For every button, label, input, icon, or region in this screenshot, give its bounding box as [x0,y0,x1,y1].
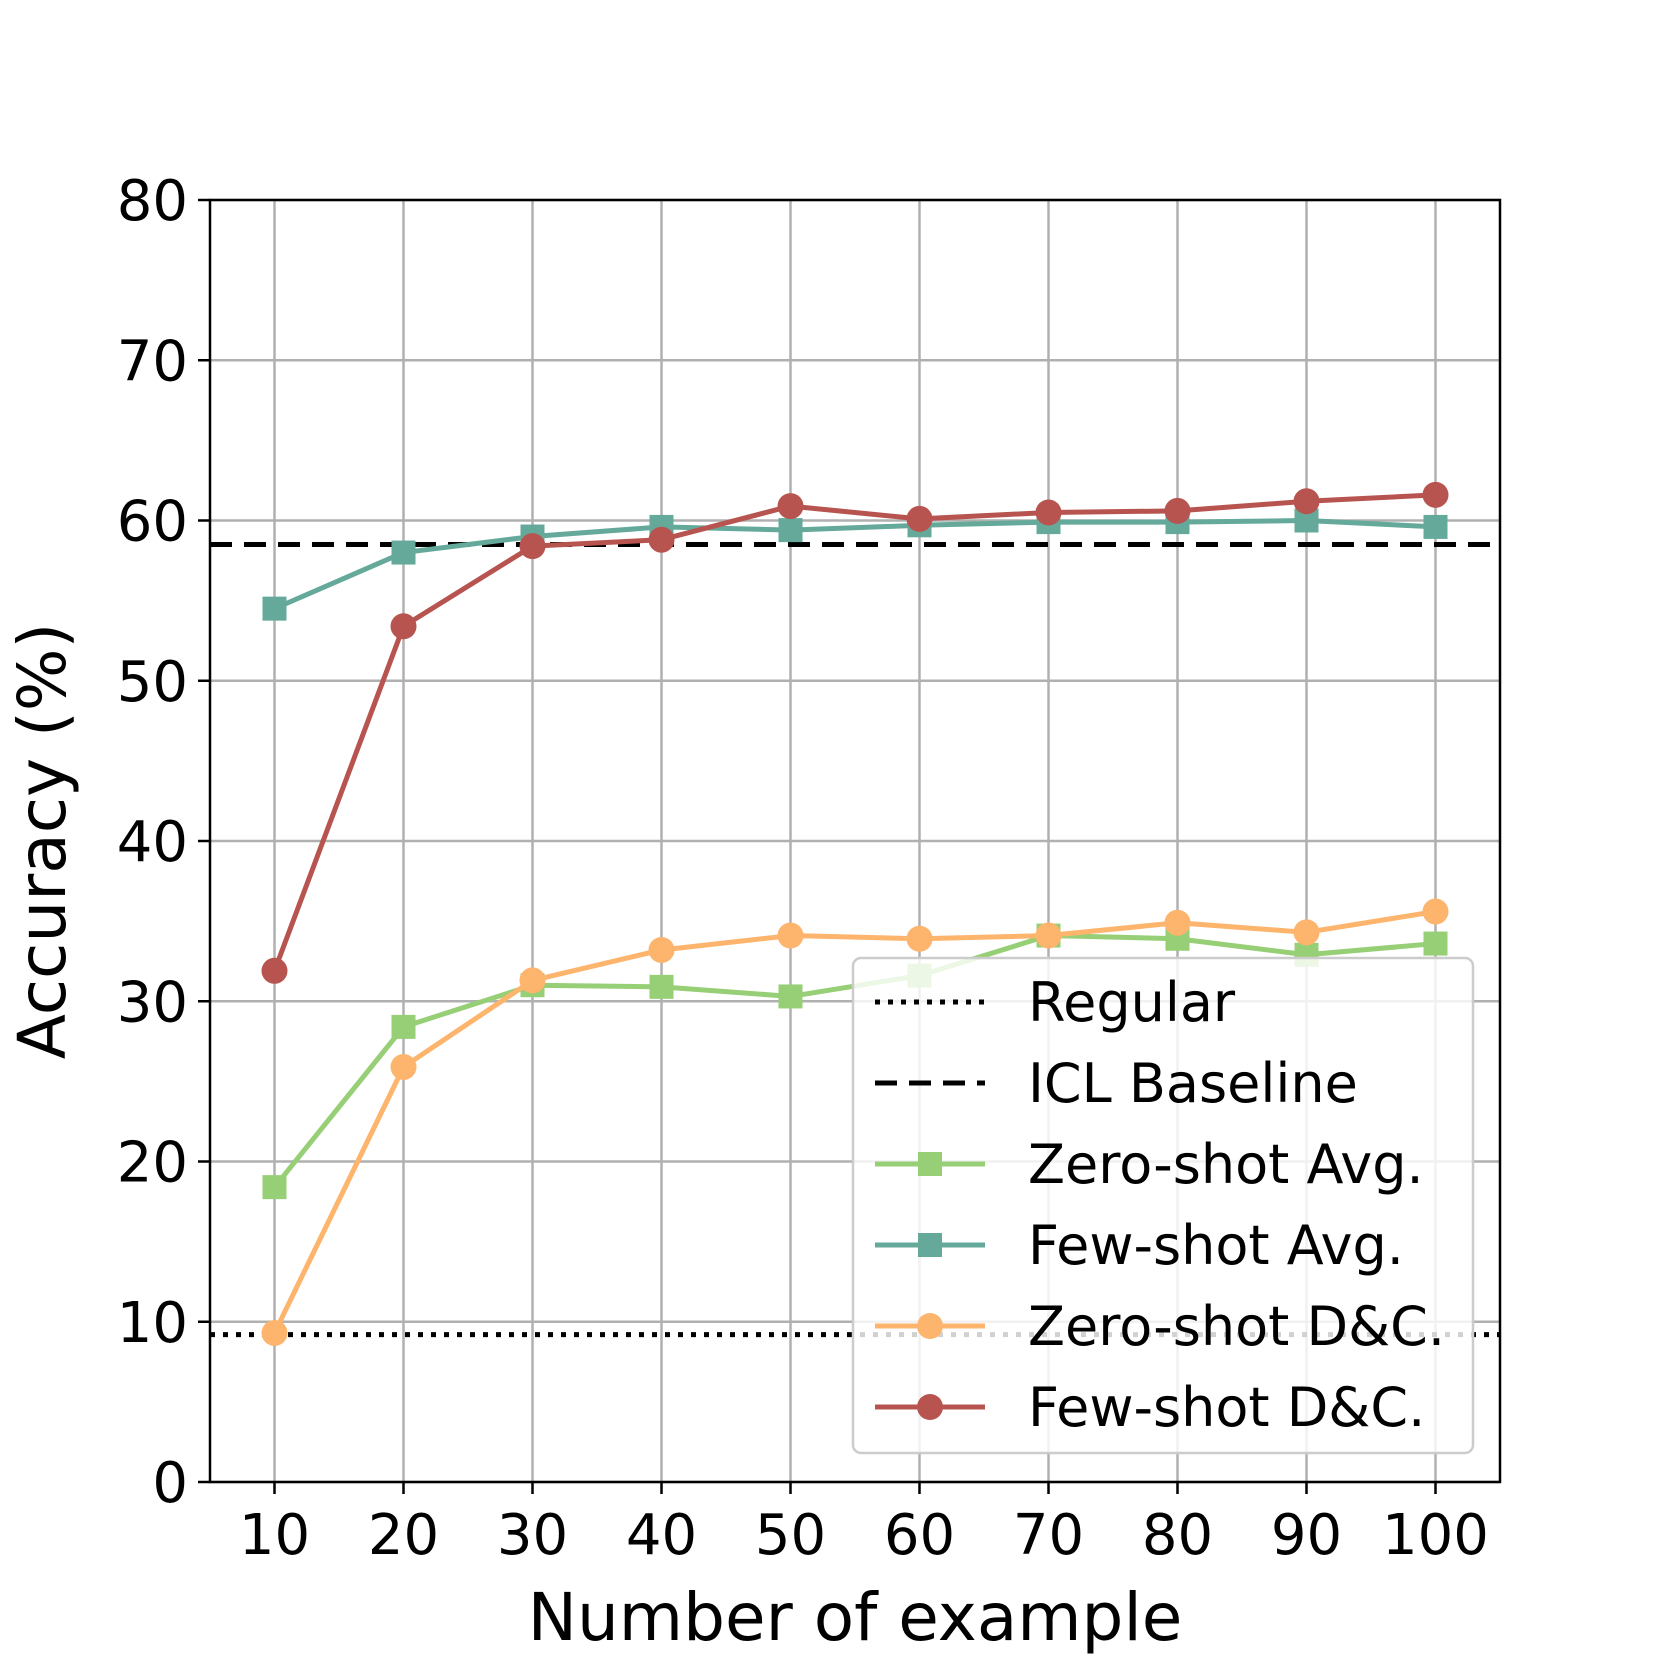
data-point [391,1014,416,1039]
data-point [390,1053,417,1080]
data-point [778,984,803,1009]
legend: Regular ICL Baseline Zero-shot Avg. Few-sho… [851,956,1475,1455]
x-tick-label: 40 [626,1503,697,1568]
legend-marker [918,1233,942,1257]
series-3 [261,481,1449,984]
legend-entry: Zero-shot D&C. [875,1295,1445,1358]
data-point [261,957,288,984]
data-point [390,613,417,640]
data-point [648,936,675,963]
data-point [519,533,546,560]
data-point [262,1175,287,1200]
legend-label: ICL Baseline [1028,1052,1358,1115]
legend-entry: Regular [875,971,1236,1034]
x-tick-label: 70 [1013,1503,1084,1568]
x-axis-ticks: 10 20 30 40 50 60 70 80 90 100 [239,1482,1489,1568]
x-tick-label: 60 [884,1503,955,1568]
data-point [777,493,804,520]
legend-box [851,956,1475,1455]
data-point [1423,514,1448,539]
x-tick-label: 20 [368,1503,439,1568]
y-tick-label: 60 [117,490,188,555]
legend-label: Regular [1028,971,1236,1034]
y-tick-label: 0 [152,1451,188,1516]
y-axis-ticks: 0 10 20 30 40 50 60 70 80 [117,169,210,1516]
data-point [262,596,287,621]
data-point [1422,481,1449,508]
series-2 [261,898,1449,1346]
legend-label: Few-shot D&C. [1028,1376,1425,1439]
series-line [273,518,1436,611]
x-tick-label: 10 [239,1503,310,1568]
y-tick-label: 50 [117,650,188,715]
legend-entry: ICL Baseline [875,1052,1358,1115]
legend-label: Few-shot Avg. [1028,1214,1404,1277]
data-point [778,518,803,543]
data-point [519,967,546,994]
legend-marker [917,1313,943,1339]
x-tick-label: 90 [1271,1503,1342,1568]
y-tick-label: 80 [117,169,188,234]
legend-marker [917,1394,943,1420]
y-tick-label: 40 [117,810,188,875]
y-tick-label: 70 [117,329,188,394]
legend-label: Zero-shot D&C. [1028,1295,1445,1358]
data-point [1164,497,1191,524]
data-point [1422,898,1449,925]
x-axis-title: Number of example [528,1579,1183,1656]
data-point [649,974,674,999]
reference-lines [210,542,1500,1338]
data-point [1423,931,1448,956]
y-axis-title: Accuracy (%) [4,623,81,1060]
data-point [391,540,416,565]
x-tick-label: 30 [497,1503,568,1568]
data-point [1293,919,1320,946]
legend-entry: Few-shot D&C. [875,1376,1425,1439]
x-tick-label: 100 [1382,1503,1489,1568]
data-point [906,505,933,532]
legend-entry: Few-shot Avg. [875,1214,1404,1277]
data-point [906,925,933,952]
x-tick-label: 80 [1142,1503,1213,1568]
data-point [648,526,675,553]
series-line [272,492,1436,972]
legend-marker [918,1152,942,1176]
y-tick-label: 20 [117,1131,188,1196]
series-line [272,909,1436,1335]
legend-entry: Zero-shot Avg. [875,1133,1424,1196]
y-tick-label: 10 [117,1291,188,1356]
data-point [1293,488,1320,515]
data-point [261,1319,288,1346]
x-tick-label: 50 [755,1503,826,1568]
data-point [1164,909,1191,936]
data-point [1035,499,1062,526]
legend-label: Zero-shot Avg. [1028,1133,1424,1196]
data-point [777,922,804,949]
data-point [1035,922,1062,949]
y-tick-label: 30 [117,970,188,1035]
